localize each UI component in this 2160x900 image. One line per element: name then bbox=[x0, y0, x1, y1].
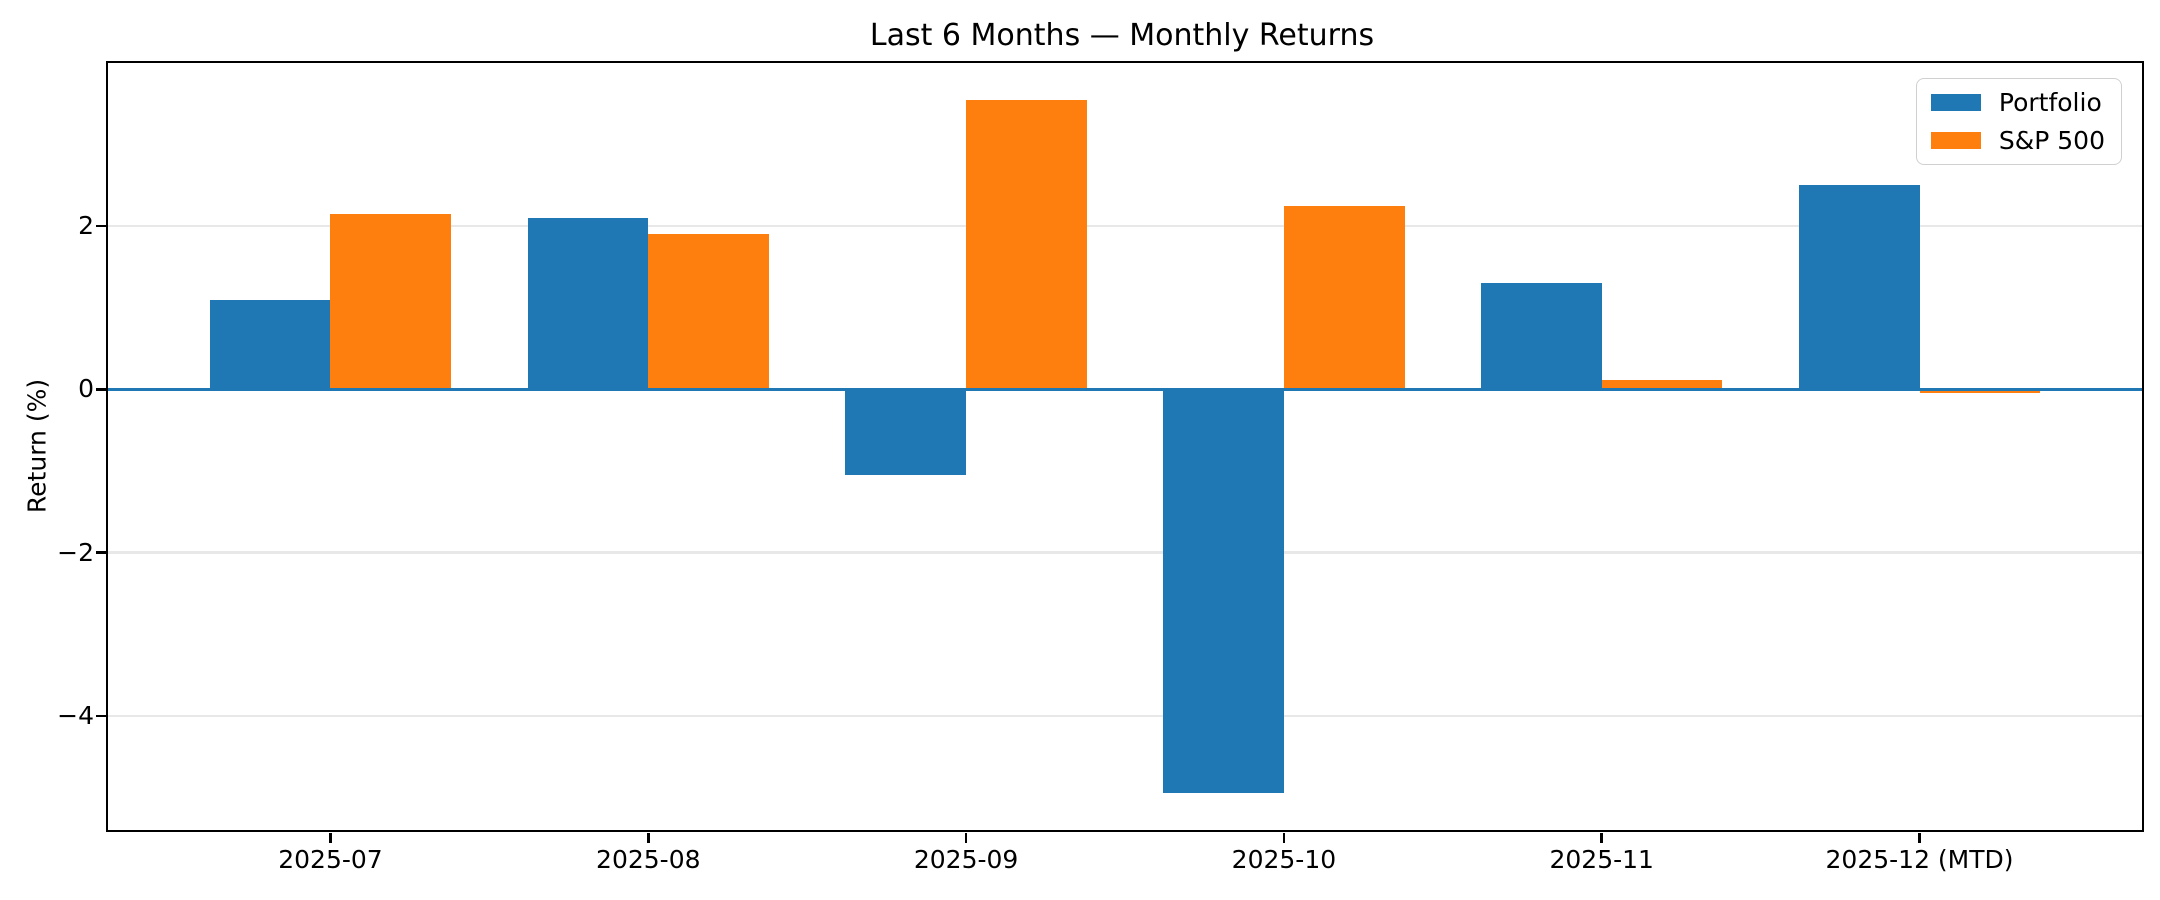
y-tick-label: −2 bbox=[57, 537, 94, 567]
bar-sp500-2025-12 (MTD) bbox=[1919, 389, 2041, 394]
gridline-y-2 bbox=[108, 551, 2142, 554]
zero-line bbox=[108, 387, 2142, 392]
bar-sp500-2025-09 bbox=[966, 99, 1087, 390]
chart-title: Last 6 Months — Monthly Returns bbox=[869, 18, 1375, 53]
bar-sp500-2025-11 bbox=[1601, 379, 1723, 390]
x-tick-label: 2025-07 bbox=[278, 845, 383, 874]
x-tick-label: 2025-12 (MTD) bbox=[1825, 845, 2014, 874]
y-tick-mark bbox=[95, 714, 106, 718]
x-tick-mark bbox=[1282, 832, 1286, 843]
bar-portfolio-2025-12 (MTD) bbox=[1798, 185, 1920, 390]
legend-entry-portfolio: Portfolio bbox=[1930, 88, 2105, 117]
legend: Portfolio S&P 500 bbox=[1915, 78, 2122, 165]
bar-sp500-2025-07 bbox=[330, 213, 452, 390]
sp500-swatch-icon bbox=[1930, 132, 1981, 149]
x-tick-mark bbox=[964, 832, 968, 843]
y-tick-mark bbox=[95, 551, 106, 554]
portfolio-swatch-icon bbox=[1930, 94, 1981, 111]
x-tick-mark bbox=[1600, 832, 1603, 843]
y-tick-label: 2 bbox=[78, 211, 94, 241]
y-tick-label: −4 bbox=[57, 700, 94, 730]
bar-portfolio-2025-11 bbox=[1480, 283, 1602, 390]
bar-portfolio-2025-10 bbox=[1163, 389, 1284, 794]
legend-entry-sp500: S&P 500 bbox=[1930, 126, 2105, 155]
bar-portfolio-2025-07 bbox=[209, 299, 331, 390]
gridline-y-4 bbox=[108, 714, 2142, 718]
bar-portfolio-2025-08 bbox=[527, 218, 649, 390]
x-tick-mark bbox=[329, 832, 332, 843]
x-tick-mark bbox=[1918, 832, 1921, 843]
y-tick-label: 0 bbox=[78, 374, 94, 404]
x-tick-label: 2025-11 bbox=[1549, 845, 1654, 874]
bar-sp500-2025-08 bbox=[648, 234, 770, 390]
legend-label: Portfolio bbox=[1998, 88, 2102, 117]
x-tick-label: 2025-10 bbox=[1231, 845, 1337, 874]
y-tick-mark bbox=[95, 388, 106, 391]
y-tick-mark bbox=[95, 224, 106, 228]
x-tick-label: 2025-08 bbox=[596, 845, 701, 874]
x-tick-label: 2025-09 bbox=[913, 845, 1019, 874]
bar-sp500-2025-10 bbox=[1283, 205, 1405, 390]
x-tick-mark bbox=[647, 832, 650, 843]
gridline-y2 bbox=[108, 224, 2142, 228]
bar-portfolio-2025-09 bbox=[845, 389, 967, 476]
legend-label: S&P 500 bbox=[1998, 126, 2105, 155]
